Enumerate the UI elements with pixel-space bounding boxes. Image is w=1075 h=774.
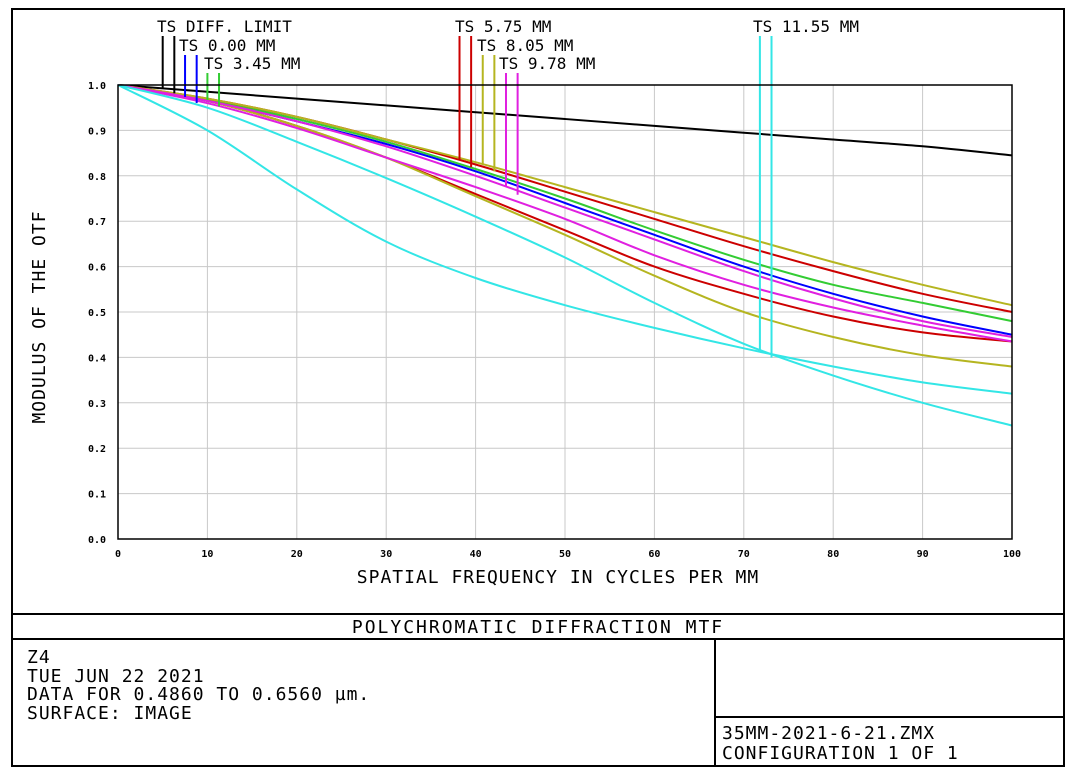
- x-tick-label-5: 50: [559, 549, 571, 560]
- x-tick-label-8: 80: [827, 549, 839, 560]
- outer-border: [11, 8, 1065, 767]
- legend-label-3: TS 5.75 MM: [455, 17, 551, 36]
- plot-area-border: [117, 84, 1013, 540]
- mtf-curves: [117, 84, 1013, 427]
- info-line-3: DATA FOR 0.4860 TO 0.6560 µm.: [27, 684, 370, 705]
- y-tick-label-2: 0.2: [88, 444, 106, 455]
- x-tick-label-10: 100: [1003, 549, 1021, 560]
- mtf-curve-10: [117, 84, 1013, 395]
- x-tick-label-0: 0: [115, 549, 121, 560]
- configuration-label: CONFIGURATION 1 OF 1: [722, 743, 959, 764]
- x-tick-label-6: 60: [648, 549, 660, 560]
- axis-ticks: 0 10 20 30 40 50 60 70 80 90 100 0.0 0.1 0.2 0.3 0.4 0.5…: [88, 81, 1021, 560]
- x-tick-label-4: 40: [470, 549, 482, 560]
- file-name: 35MM-2021-6-21.ZMX: [722, 723, 935, 744]
- legend-label-4: TS 8.05 MM: [477, 36, 573, 55]
- mtf-curve-0: [117, 84, 1013, 157]
- y-tick-label-1: 0.1: [88, 490, 106, 501]
- info-line-2: TUE JUN 22 2021: [27, 666, 205, 687]
- chart-title: POLYCHROMATIC DIFFRACTION MTF: [352, 617, 724, 638]
- y-tick-label-3: 0.3: [88, 399, 106, 410]
- grid: [117, 84, 1013, 540]
- y-tick-label-6: 0.6: [88, 263, 106, 274]
- x-tick-label-9: 90: [917, 549, 929, 560]
- legend-label-0: TS DIFF. LIMIT: [157, 17, 292, 36]
- y-tick-label-7: 0.7: [88, 217, 106, 228]
- y-tick-label-9: 0.9: [88, 126, 106, 137]
- x-tick-label-2: 20: [291, 549, 303, 560]
- y-tick-label-5: 0.5: [88, 308, 106, 319]
- y-axis-title: MODULUS OF THE OTF: [29, 210, 50, 423]
- mtf-curve-9: [117, 84, 1013, 427]
- x-tick-label-7: 70: [738, 549, 750, 560]
- info-line-4: SURFACE: IMAGE: [27, 703, 193, 724]
- y-tick-label-10: 1.0: [88, 81, 106, 92]
- y-tick-label-0: 0.0: [88, 535, 106, 546]
- mtf-curve-6: [117, 84, 1013, 368]
- info-line-1: Z4: [27, 647, 51, 668]
- y-tick-label-4: 0.4: [88, 353, 106, 364]
- legend-label-2: TS 3.45 MM: [204, 54, 300, 73]
- mtf-curve-5: [117, 84, 1013, 307]
- x-tick-label-3: 30: [380, 549, 392, 560]
- mtf-curve-7: [117, 84, 1013, 338]
- mtf-curve-8: [117, 84, 1013, 343]
- mtf-curve-2: [117, 84, 1013, 323]
- y-tick-label-8: 0.8: [88, 172, 106, 183]
- legend-label-6: TS 11.55 MM: [753, 17, 859, 36]
- legend-label-5: TS 9.78 MM: [499, 54, 595, 73]
- legend-label-1: TS 0.00 MM: [179, 36, 275, 55]
- x-axis-title: SPATIAL FREQUENCY IN CYCLES PER MM: [357, 567, 759, 588]
- x-tick-label-1: 10: [201, 549, 213, 560]
